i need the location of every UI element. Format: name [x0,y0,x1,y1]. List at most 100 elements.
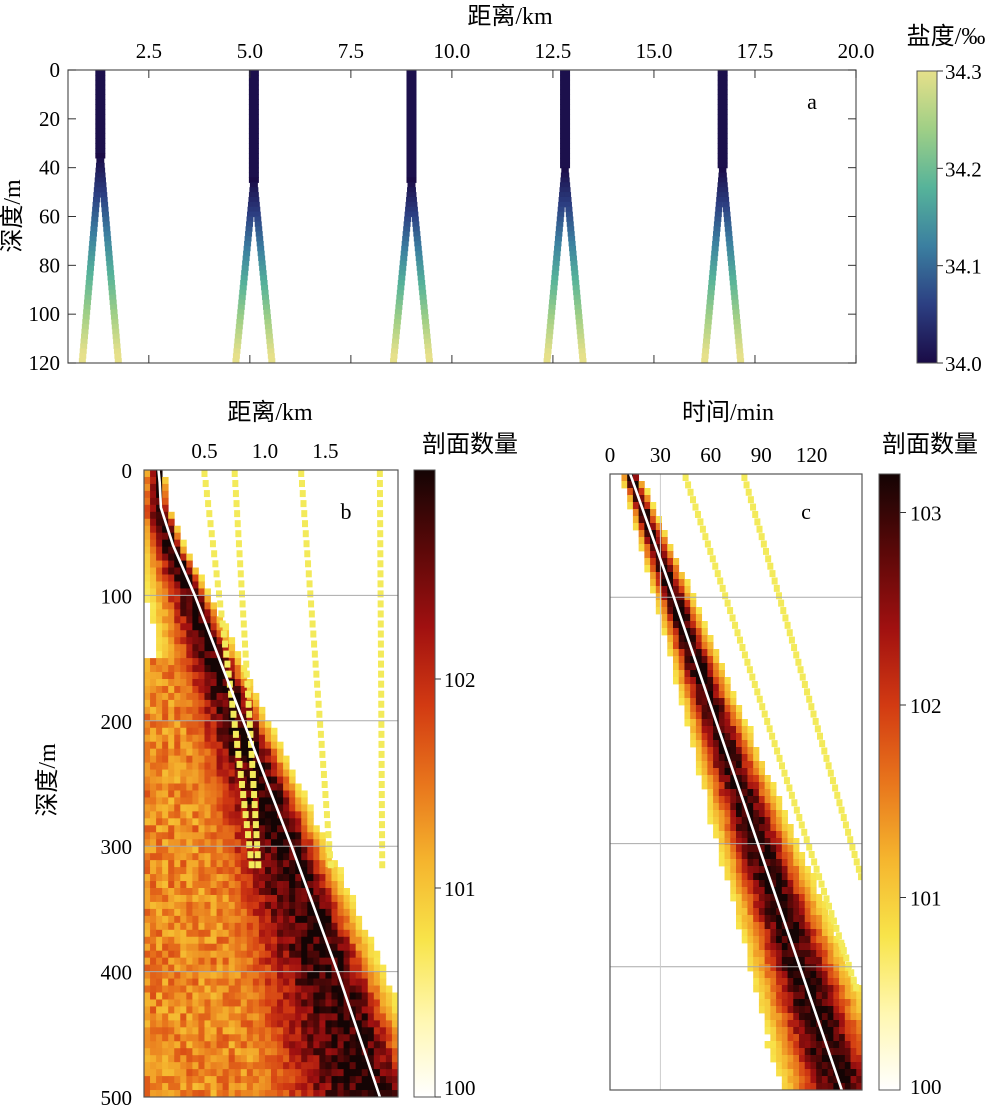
panel-b-heat-cell [210,1062,217,1070]
panel-a-profile-1-segment [107,275,115,281]
panel-b-heat-cell [228,943,236,952]
panel-c-heat-cell [787,915,794,923]
panel-b-heat-cell [337,964,344,972]
panel-b-heat-cell [379,1090,387,1097]
panel-b-heat-cell [216,832,224,840]
panel-b-heat-cell [349,908,357,917]
panel-c-heat-cell [718,747,725,755]
panel-b-heat-cell [192,964,199,972]
panel-b-heat-cell [204,804,211,812]
panel-a-profile-1-segment [84,289,92,296]
panel-b-heat-cell [162,672,169,680]
panel-c-heat-cell [644,544,651,552]
panel-b-sparse-track-cell [324,821,331,829]
panel-b-heat-cell [331,860,338,868]
panel-a-profile-1-segment [98,177,106,183]
panel-c-heat-cell [833,1041,840,1049]
panel-b-y-tick-label: 500 [101,1086,133,1107]
panel-b-heat-cell [258,839,266,847]
panel-b-heat-cell [228,1069,236,1077]
panel-b-heat-cell [258,1006,266,1014]
panel-b-heat-cell [168,720,175,729]
panel-c-heat-cell [764,1020,771,1028]
panel-b-heat-cell [222,685,230,694]
panel-b-heat-cell [180,915,187,924]
panel-b-heat-cell [198,748,205,757]
panel-b-heat-cell [192,978,199,986]
panel-b-sparse-track-cell [214,580,221,588]
panel-b-heat-cell [144,1041,151,1049]
panel-b-heat-cell [192,630,199,638]
panel-a-profile-2-segment [246,216,254,222]
panel-c-heat-cell [799,922,806,930]
panel-c-heat-cell [730,866,737,874]
panel-c-heat-cell [781,992,788,1000]
panel-b-heat-cell [210,797,217,805]
panel-b-heat-cell [313,846,320,854]
panel-b-heat-cell [325,1055,332,1063]
panel-b-heat-cell [180,825,187,833]
panel-b-heat-cell [295,818,302,826]
panel-c-heat-cell [736,803,743,811]
panel-c-heat-cell [707,768,714,776]
panel-c-heat-cell [758,950,766,958]
panel-b-heat-cell [301,1027,308,1035]
panel-b-heat-cell [156,1034,163,1042]
panel-b-heat-cell [174,915,181,924]
panel-b-heat-cell [180,616,187,624]
panel-c-heat-cell [747,887,754,895]
panel-b-heat-cell [162,637,169,645]
panel-a-profile-5-segment [709,270,717,276]
panel-b-heat-cell [355,1083,363,1091]
panel-b-heat-cell [337,1076,344,1084]
panel-b-heat-cell [144,915,151,924]
panel-b-heat-cell [319,1013,326,1021]
panel-b-sparse-track-cell [222,640,229,648]
panel-b-heat-cell [198,811,205,819]
panel-b-heat-cell [252,1083,260,1091]
panel-a-profile-5-segment [715,206,723,213]
panel-c-heat-cell [856,992,862,1000]
panel-c-heat-cell [724,740,731,748]
panel-b-heat-cell [156,950,163,959]
panel-c-heat-cell [627,495,634,503]
panel-c-heat-cell [827,992,834,1000]
panel-c-sparse-track-cell [729,614,736,622]
panel-b-sparse-track-cell [326,841,333,849]
panel-b-heat-cell [246,1062,254,1070]
panel-c-sparse-track-cell [849,843,856,851]
panel-b-heat-cell [337,915,344,924]
panel-b-heat-cell [246,1055,254,1063]
panel-b-heat-cell [180,1076,187,1084]
panel-b-heat-cell [150,908,157,917]
panel-b-heat-cell [343,908,351,917]
panel-b-heat-cell [258,706,266,715]
panel-b-heat-cell [277,818,284,826]
panel-c-heat-cell [827,1027,834,1035]
panel-b-heat-cell [234,985,242,993]
panel-a-colorbar-tick-label: 34.1 [945,255,982,279]
panel-b-heat-cell [216,811,224,819]
panel-b-heat-cell [192,929,199,938]
panel-c-heat-cell [741,873,748,881]
panel-b-heat-cell [216,894,224,903]
panel-c-sparse-track-cell [782,614,789,622]
panel-c-heat-cell [793,901,800,909]
panel-b-heat-cell [228,888,236,896]
panel-b-heat-cell [391,1020,398,1028]
panel-c-x-axis-title: 时间/min [682,399,774,426]
panel-c-heat-cell [747,915,754,923]
panel-b-heat-cell [301,1013,308,1021]
panel-b-heat-cell [313,1013,320,1021]
panel-b-heat-cell [271,957,278,966]
panel-b-heat-cell [198,846,205,854]
panel-a-profile-4-segment [556,216,564,222]
panel-b-heat-cell [319,936,326,945]
panel-b-heat-cell [174,706,181,715]
panel-b-heat-cell [271,908,278,917]
panel-c-heat-cell [821,1083,829,1090]
panel-c-heat-cell [758,880,766,888]
panel-c-sparse-track-cell [747,496,754,504]
panel-a-profile-5-segment [717,104,728,110]
panel-b-heat-cell [373,1055,381,1063]
